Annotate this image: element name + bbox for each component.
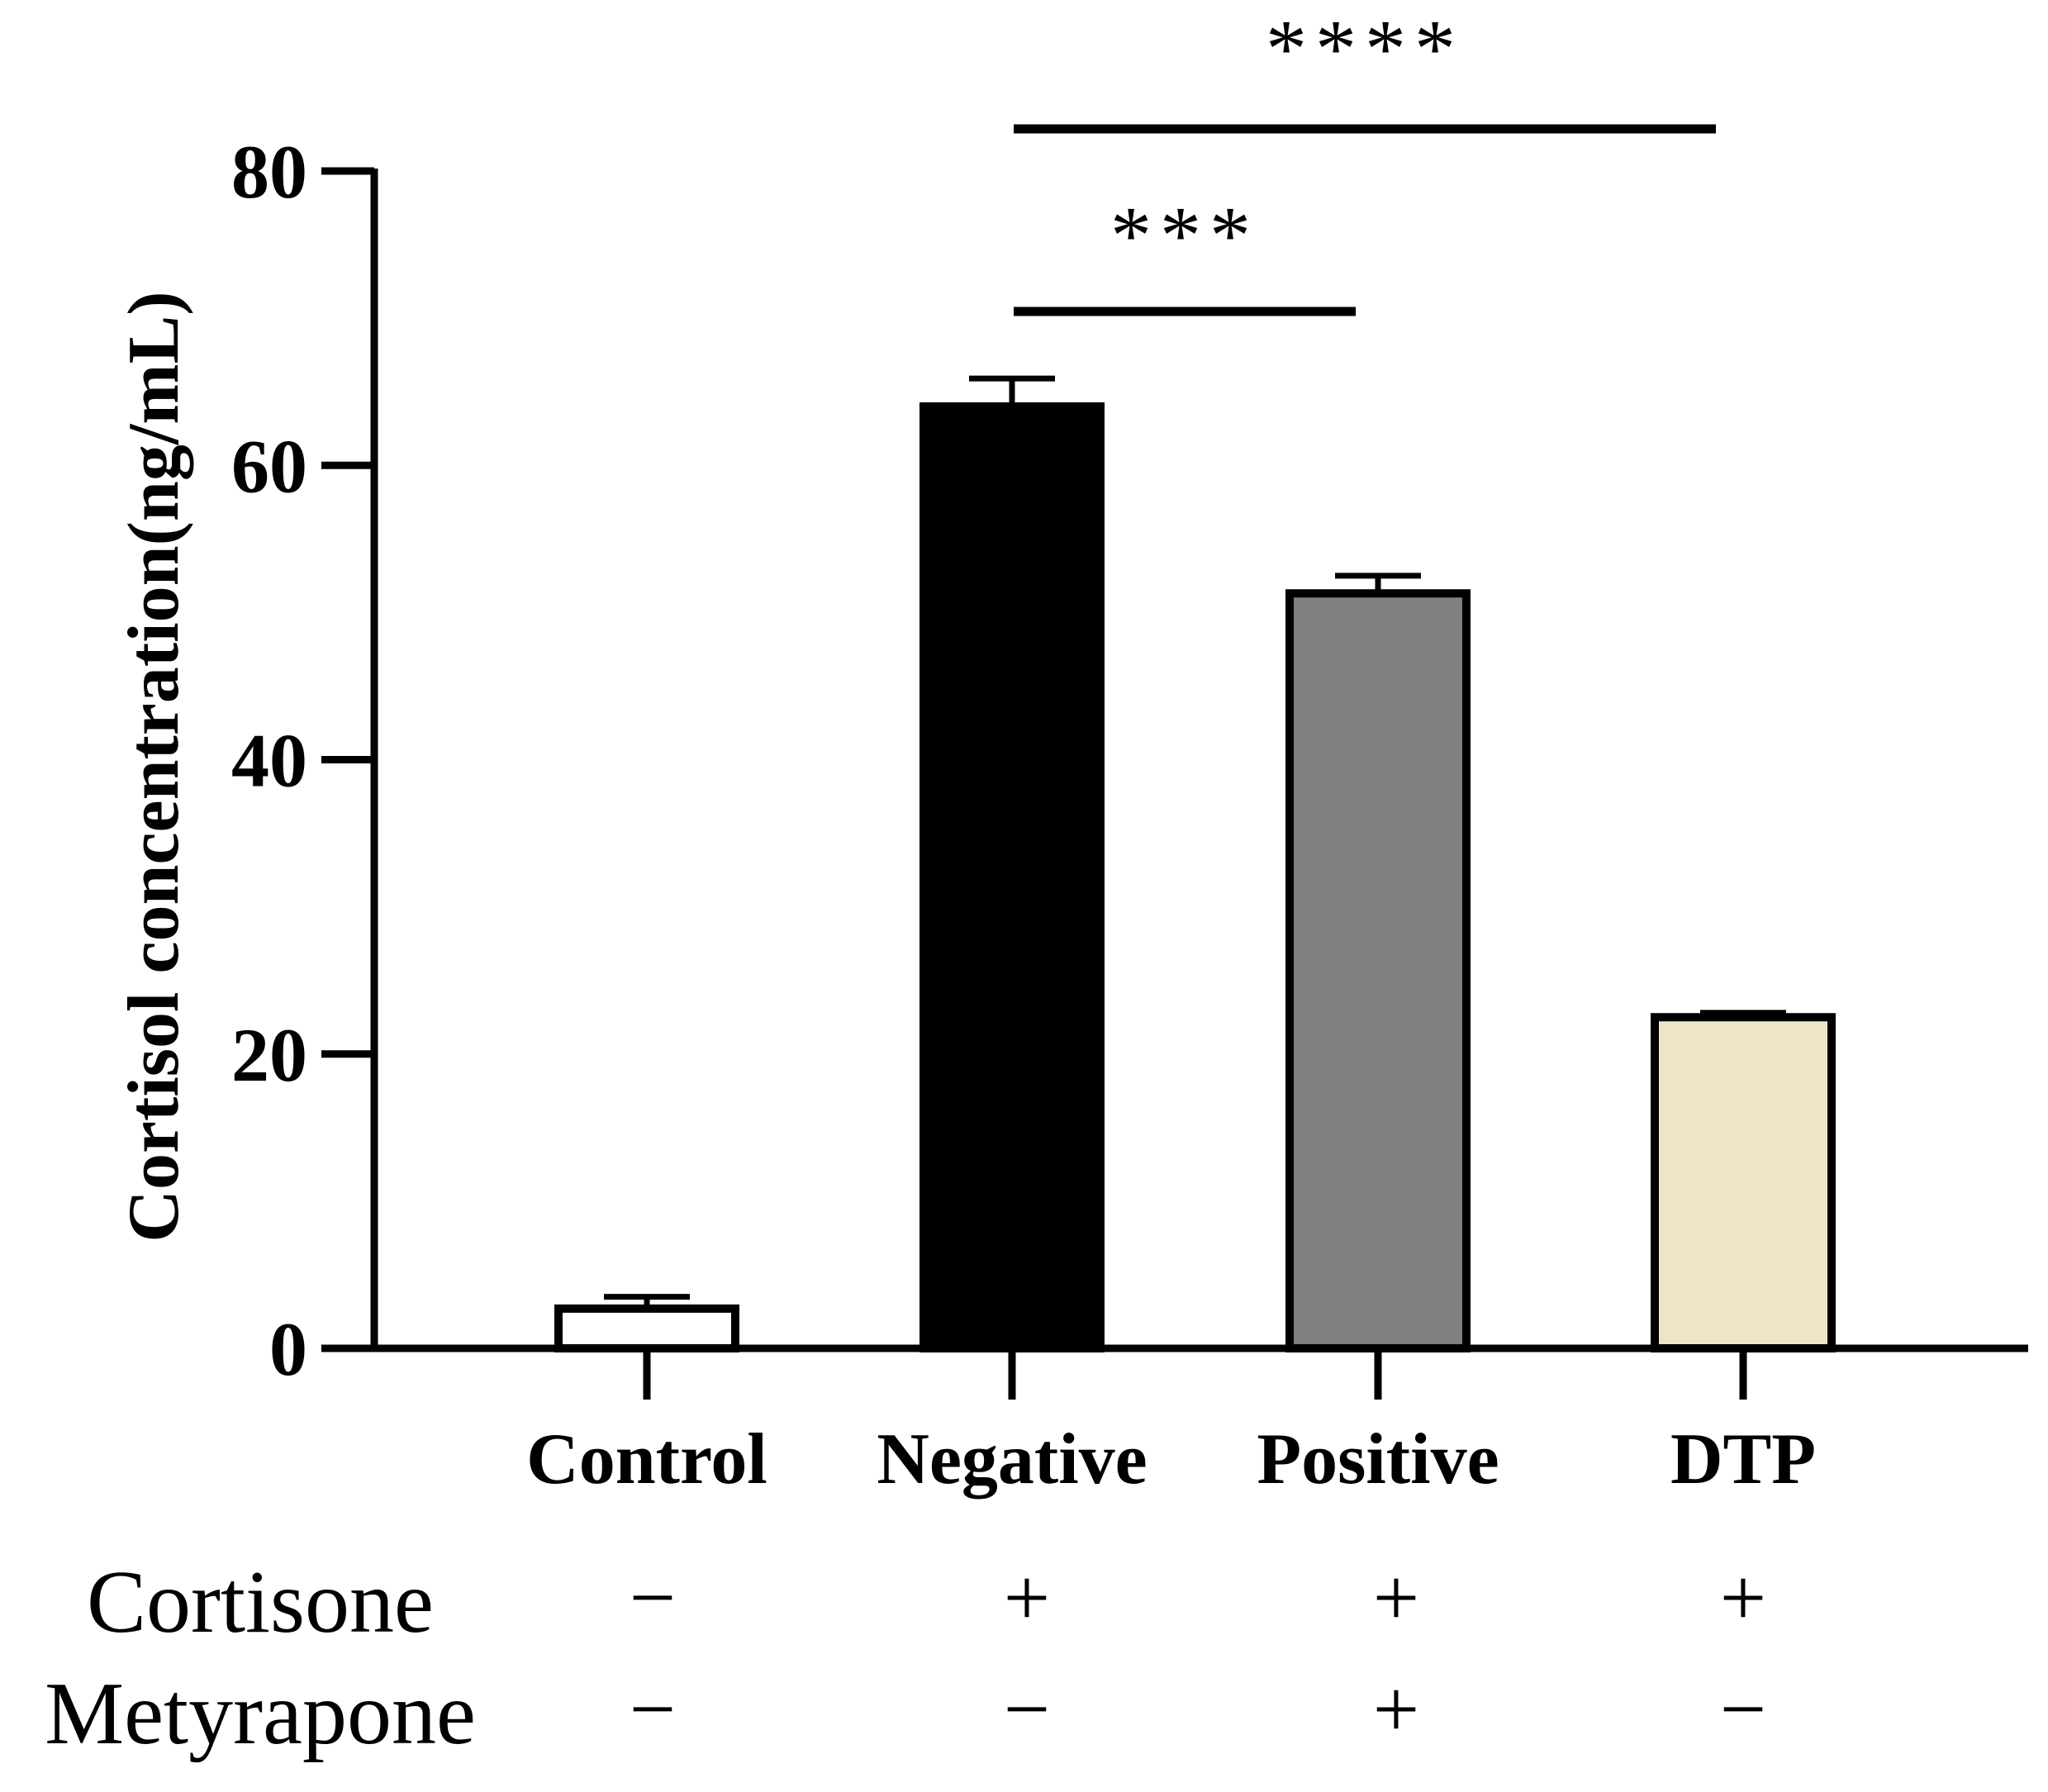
y-tick-label: 40	[231, 719, 307, 803]
bar-control	[554, 1304, 739, 1352]
treatment-row-label: Metyrapone	[45, 1665, 476, 1763]
y-axis-label: Cortisol concentration(ng/mL)	[114, 291, 194, 1242]
treatment-sign: +	[1373, 1552, 1419, 1643]
treatment-sign: −	[1720, 1663, 1766, 1755]
y-tick-label: 60	[231, 424, 307, 508]
treatment-sign: −	[630, 1552, 676, 1643]
x-tick-label: DTP	[1670, 1419, 1816, 1500]
treatment-row-label: Cortisone	[87, 1553, 434, 1652]
bar-negative	[919, 402, 1105, 1352]
treatment-sign: +	[1720, 1552, 1766, 1643]
significance-label: ***	[1110, 189, 1259, 281]
treatment-sign: −	[630, 1663, 676, 1755]
bar-dtp	[1651, 1013, 1836, 1352]
y-tick-label: 80	[231, 130, 307, 214]
treatment-sign: +	[1373, 1663, 1419, 1755]
significance-label: ****	[1266, 2, 1464, 94]
bar-positive	[1285, 589, 1471, 1352]
treatment-sign: +	[1004, 1552, 1050, 1643]
y-tick-label: 0	[269, 1307, 307, 1391]
treatment-sign: −	[1004, 1663, 1050, 1755]
x-tick-label: Negative	[877, 1419, 1147, 1500]
y-tick-label: 20	[231, 1013, 307, 1097]
x-tick-label: Control	[526, 1419, 767, 1500]
x-tick-label: Positive	[1257, 1419, 1499, 1500]
